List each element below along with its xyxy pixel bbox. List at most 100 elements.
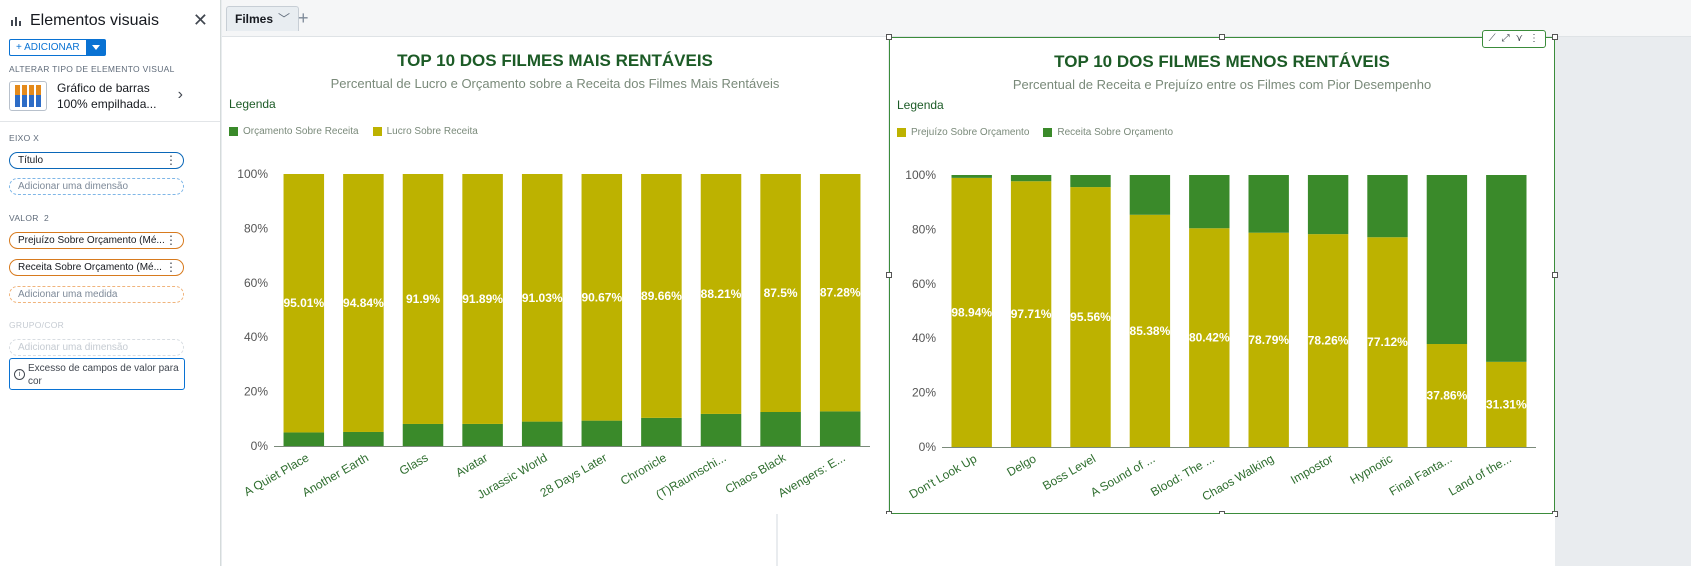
sheet-tab-bar: Filmes ﹀ + [222, 0, 1691, 37]
tab-filmes[interactable]: Filmes ﹀ [226, 6, 300, 31]
data-label: 95.56% [1070, 310, 1111, 324]
bar-chart: 0% 20% 40% 60% 80% 100% 98.94% Don't Look Up 97.… [905, 168, 1536, 504]
bar-segment [581, 420, 623, 446]
change-type-label: ALTERAR TIPO DE ELEMENTO VISUAL [9, 64, 175, 74]
data-label: 95.01% [283, 296, 324, 310]
data-label: 94.84% [343, 296, 384, 310]
insights-icon[interactable]: ⟋ [1488, 33, 1496, 44]
data-label: 37.86% [1427, 389, 1468, 403]
value-field-pill[interactable]: Receita Sobre Orçamento (Mé... ⋮ [9, 259, 184, 276]
bar-segment [1426, 344, 1468, 447]
y-tick-label: 0% [251, 439, 269, 453]
resize-handle[interactable] [1552, 34, 1558, 40]
panel-header: Elementos visuais ✕ [10, 10, 210, 32]
stacked-bar-chart-icon [9, 81, 47, 111]
bar-segment [462, 423, 503, 446]
bar-segment [521, 421, 563, 446]
bar-segment [951, 175, 992, 178]
legend-item[interactable]: Receita Sobre Orçamento [1043, 127, 1173, 138]
bar-segment [1486, 175, 1527, 362]
filter-icon[interactable]: ⋎ [1515, 33, 1523, 44]
y-tick-label: 0% [919, 440, 937, 454]
more-options-icon[interactable]: ⋮ [1529, 33, 1539, 44]
more-options-icon[interactable]: ⋮ [165, 233, 177, 247]
xaxis-field-label: Título [18, 155, 44, 166]
bar-segment [1367, 237, 1408, 447]
visual-type-selector[interactable]: Gráfico de barras 100% empilhada... › [9, 80, 209, 112]
y-tick-label: 20% [244, 385, 268, 399]
legend-item[interactable]: Lucro Sobre Receita [372, 126, 478, 137]
data-label: 31.31% [1486, 397, 1527, 411]
data-label: 78.26% [1308, 334, 1349, 348]
data-label: 91.89% [462, 292, 503, 306]
resize-handle[interactable] [1552, 272, 1558, 278]
info-icon: i [14, 369, 25, 380]
visual-type-name: Gráfico de barras 100% empilhada... [57, 81, 157, 111]
bar-segment [1010, 175, 1052, 182]
add-dropdown-button[interactable] [86, 39, 106, 56]
add-sheet-icon[interactable]: + [298, 8, 309, 28]
xaxis-add-dimension[interactable]: Adicionar uma dimensão [9, 178, 184, 195]
warning-text: Excesso de campos de valor para cor [28, 363, 179, 387]
value-field-pill[interactable]: Prejuízo Sobre Orçamento (Mé... ⋮ [9, 232, 184, 249]
bar-segment [462, 174, 503, 424]
chart-subtitle: Percentual de Lucro e Orçamento sobre a … [330, 76, 780, 91]
category-label: Delgo [1004, 451, 1038, 479]
data-label: 91.9% [406, 292, 440, 306]
panel-title: Elementos visuais [30, 12, 159, 29]
data-label: 89.66% [641, 289, 682, 303]
legend-item[interactable]: Orçamento Sobre Receita [229, 126, 359, 137]
resize-handle[interactable] [886, 272, 892, 278]
legend-title: Legenda [897, 98, 944, 112]
legend-swatch [1043, 128, 1053, 137]
value-label: VALOR 2 [9, 213, 50, 223]
xaxis-field-pill[interactable]: Título ⋮ [9, 152, 184, 169]
visual-least-profitable[interactable]: TOP 10 DOS FILMES MENOS RENTÁVEIS Percen… [886, 30, 1558, 517]
data-label: 90.67% [581, 290, 622, 304]
bar-segment [1486, 361, 1527, 447]
bar-segment [402, 174, 444, 424]
more-options-icon[interactable]: ⋮ [165, 260, 177, 274]
visuals-panel: Elementos visuais ✕ + ADICIONAR ALTERAR … [0, 0, 221, 566]
color-warning: i Excesso de campos de valor para cor [9, 358, 185, 390]
category-label: A Sound of ... [1088, 451, 1157, 499]
resize-handle[interactable] [886, 34, 892, 40]
bar-segment [641, 417, 682, 446]
data-label: 87.28% [820, 286, 861, 300]
category-label: Final Fanta... [1387, 451, 1455, 498]
visual-below [222, 514, 776, 566]
bar-segment [1426, 175, 1468, 345]
bar-chart: 0%20%40%60%80%100%95.01%A Quiet Place94.… [237, 167, 870, 502]
bar-segment [1129, 214, 1171, 447]
resize-handle[interactable] [1219, 34, 1225, 40]
bar-segment [700, 174, 742, 414]
category-label: Chronicle [618, 450, 669, 488]
close-icon[interactable]: ✕ [192, 10, 208, 30]
bar-segment [819, 174, 861, 412]
value-field-label: Prejuízo Sobre Orçamento (Mé... [18, 235, 165, 246]
divider [0, 121, 220, 122]
chevron-down-icon[interactable]: ﹀ [278, 12, 291, 26]
category-label: 28 Days Later [538, 450, 610, 499]
chevron-right-icon: › [177, 86, 183, 103]
visual-most-profitable[interactable]: TOP 10 DOS FILMES MAIS RENTÁVEIS Percent… [222, 37, 888, 514]
category-label: Glass [397, 450, 431, 477]
bar-segment [641, 174, 682, 418]
bar-segment [1129, 175, 1171, 215]
category-label: Land of the... [1446, 451, 1514, 498]
data-label: 97.71% [1011, 307, 1052, 321]
data-label: 91.03% [522, 291, 563, 305]
value-add-measure[interactable]: Adicionar uma medida [9, 286, 184, 303]
legend-item[interactable]: Prejuízo Sobre Orçamento [897, 127, 1029, 138]
y-tick-label: 40% [912, 331, 936, 345]
data-label: 80.42% [1189, 331, 1230, 345]
expand-icon[interactable]: ⤢ [1501, 33, 1510, 44]
more-options-icon[interactable]: ⋮ [165, 153, 177, 167]
data-label: 77.12% [1367, 335, 1408, 349]
bar-segment [283, 174, 325, 433]
category-label: Don't Look Up [907, 451, 980, 501]
bar-segment [1189, 175, 1230, 229]
bar-segment [760, 174, 801, 412]
category-label: Avengers: E... [776, 450, 848, 500]
add-button[interactable]: + ADICIONAR [9, 39, 87, 56]
